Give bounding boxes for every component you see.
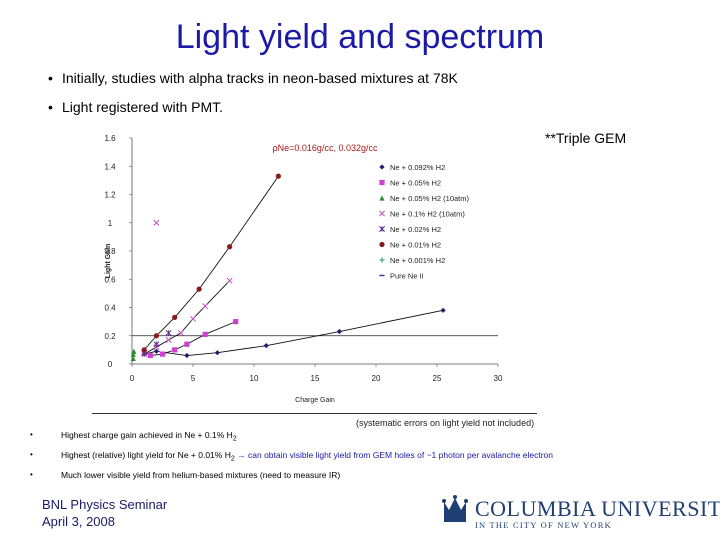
data-point: [440, 307, 446, 313]
footer: BNL Physics Seminar April 3, 2008: [42, 496, 167, 530]
x-tick-label: 25: [433, 374, 442, 383]
data-point: [153, 219, 160, 226]
legend-marker: [379, 257, 385, 263]
summary-bullet: • Much lower visible yield from helium-b…: [30, 470, 710, 490]
chart-title: ρNe=0.016g/cc, 0.032g/cc: [273, 143, 378, 153]
data-point: [130, 351, 136, 357]
data-point: [184, 341, 190, 347]
series-line: [150, 321, 236, 356]
y-tick-label: 0.8: [104, 247, 116, 256]
triple-gem-note: **Triple GEM: [545, 130, 627, 146]
data-point: [153, 341, 160, 348]
data-point: [202, 303, 209, 310]
logo-subtext: IN THE CITY OF NEW YORK: [475, 520, 612, 530]
bullet-text: Initially, studies with alpha tracks in …: [62, 70, 458, 86]
legend-entry: Ne + 0.02% H2: [390, 225, 441, 234]
x-tick-label: 10: [250, 374, 259, 383]
y-tick-label: 1: [108, 219, 113, 228]
data-point: [165, 337, 172, 343]
bullet-dot: •: [30, 470, 33, 479]
summary-text: Highest (relative) light yield for Ne + …: [61, 450, 553, 463]
data-point: [214, 350, 220, 356]
legend-marker: [379, 210, 385, 217]
bullet-item: • Light registered with PMT.: [48, 99, 223, 115]
light-gain-chart: 0 0.2 0.4 0.6 0.8 1 1.2 1.4 1.6 0 5 10 15 20 25 30 Charg…: [104, 134, 503, 404]
data-point: [336, 328, 342, 335]
summary-bullet: • Highest (relative) light yield for Ne …: [30, 450, 710, 470]
y-axis-label: Light Gain: [105, 244, 112, 279]
data-point: [159, 351, 166, 357]
data-point: [196, 286, 202, 292]
summary-text: Highest charge gain achieved in Ne + 0.1…: [61, 430, 237, 443]
data-point: [141, 347, 147, 353]
data-point: [130, 355, 136, 361]
data-point: [153, 333, 159, 339]
legend-marker: [379, 179, 385, 186]
legend-entry: Pure Ne II: [390, 272, 424, 281]
footer-event: BNL Physics Seminar: [42, 497, 168, 512]
bullet-dot: •: [48, 70, 53, 86]
x-tick-label: 20: [372, 374, 381, 383]
x-tick-label: 5: [191, 374, 196, 383]
data-point: [227, 244, 233, 250]
systematic-caption: (systematic errors on light yield not in…: [356, 418, 535, 428]
bullet-dot: •: [48, 99, 53, 115]
y-tick-label: 0.6: [104, 275, 116, 284]
summary-bullet: • Highest charge gain achieved in Ne + 0…: [30, 430, 710, 450]
data-point: [226, 277, 233, 284]
y-tick-label: 1.2: [104, 191, 116, 200]
data-point: [172, 347, 178, 353]
bullet-dot: •: [30, 430, 33, 439]
footer-date: April 3, 2008: [42, 514, 115, 529]
legend-marker: [379, 195, 385, 201]
legend-entry: Ne + 0.05% H2: [390, 179, 441, 188]
data-point: [147, 352, 153, 359]
summary-bullets: • Highest charge gain achieved in Ne + 0…: [30, 430, 710, 490]
legend-entry: Ne + 0.001% H2: [390, 256, 445, 265]
legend-marker: [379, 164, 385, 170]
y-tick-label: 0.2: [104, 332, 116, 341]
data-point: [177, 329, 184, 336]
divider-line: [92, 413, 537, 414]
legend-entry: Ne + 0.01% H2: [390, 241, 441, 250]
x-axis-label: Charge Gain: [295, 397, 335, 404]
x-tick-label: 15: [311, 374, 320, 383]
y-tick-label: 1.6: [104, 134, 116, 143]
bullet-text: Light registered with PMT.: [62, 99, 224, 115]
x-tick-label: 0: [130, 374, 135, 383]
data-point: [275, 173, 281, 179]
data-point: [233, 319, 239, 325]
x-tick-label: 30: [494, 374, 503, 383]
legend-marker: [379, 226, 385, 232]
logo-text: COLUMBIA UNIVERSITY: [475, 496, 720, 521]
data-point: [190, 315, 196, 322]
series-line: [143, 175, 279, 351]
data-point: [202, 331, 208, 337]
data-point: [263, 343, 269, 349]
bullet-dot: •: [30, 450, 33, 459]
y-tick-label: 0: [108, 360, 113, 369]
data-point: [131, 348, 137, 354]
legend-entry: Ne + 0.05% H2 (10atm): [390, 194, 469, 203]
summary-text: Much lower visible yield from helium-bas…: [61, 470, 341, 480]
legend-entry: Ne + 0.1% H2 (10atm): [390, 210, 465, 219]
data-point: [184, 352, 190, 359]
legend-entry: Ne + 0.092% H2: [390, 163, 445, 172]
series-line: [144, 309, 444, 356]
data-point: [172, 314, 178, 320]
y-tick-label: 0.4: [104, 304, 116, 313]
slide-title: Light yield and spectrum: [175, 18, 545, 56]
bullet-item: • Initially, studies with alpha tracks in…: [48, 70, 458, 86]
data-point: [165, 329, 172, 336]
columbia-crown-icon: [442, 495, 468, 522]
legend-marker: [379, 241, 385, 248]
y-tick-label: 1.4: [104, 162, 116, 171]
